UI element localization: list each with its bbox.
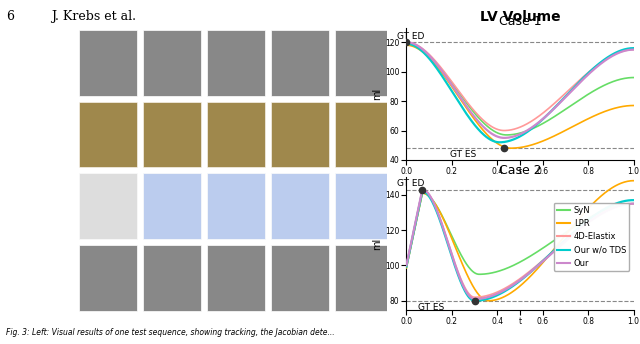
Bar [143,101,202,168]
Bar [143,173,202,239]
Title: Case 2: Case 2 [499,164,541,177]
Bar [207,101,265,168]
Y-axis label: ml: ml [372,88,382,100]
Bar [271,173,329,239]
Bar [271,101,329,168]
Bar [271,30,329,96]
Text: GT ES: GT ES [449,150,476,159]
Text: 10: 10 [225,0,239,1]
Text: Case 1: Case 1 [47,0,79,1]
Text: 6: 6 [6,10,15,23]
Bar [143,173,202,239]
Legend: SyN, LPR, 4D-Elastix, Our w/o TDS, Our: SyN, LPR, 4D-Elastix, Our w/o TDS, Our [554,203,629,271]
Bar [207,173,265,239]
Bar [79,173,138,239]
Bar [79,245,138,311]
Bar [143,101,202,168]
Text: GT ES: GT ES [418,303,444,312]
Text: J. Krebs et al.: J. Krebs et al. [51,10,136,23]
Text: t: t [74,0,77,1]
Bar [207,173,265,239]
Bar [271,173,329,239]
Bar [207,101,265,168]
Bar [143,245,202,311]
Bar [79,30,138,96]
Text: 15: 15 [287,0,301,1]
Text: GT ED: GT ED [397,179,425,188]
Bar [271,245,329,311]
Bar [143,30,202,96]
Text: Fig. 3: Left: Visual results of one test sequence, showing tracking, the Jacobia: Fig. 3: Left: Visual results of one test… [6,328,335,337]
Y-axis label: ml: ml [372,237,382,249]
Text: 25: 25 [349,0,363,1]
Bar [79,101,138,168]
Bar [335,30,393,96]
Bar [335,245,393,311]
Text: GT ED: GT ED [397,32,425,41]
Title: Case 1: Case 1 [499,14,541,28]
Text: 5: 5 [167,0,173,1]
Bar [207,30,265,96]
Bar [271,101,329,168]
Bar [335,173,393,239]
Bar [79,101,138,168]
Text: 0: 0 [105,0,112,1]
Text: LV Volume: LV Volume [480,10,560,24]
Bar [335,101,393,168]
Bar [79,173,138,239]
Bar [335,173,393,239]
Bar [335,101,393,168]
Bar [207,245,265,311]
